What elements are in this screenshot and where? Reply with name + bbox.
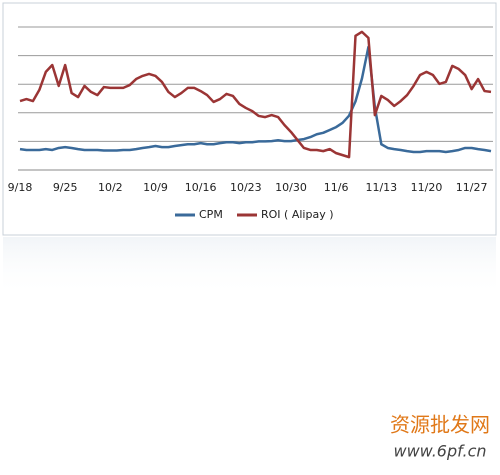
legend-label: ROI ( Alipay ): [261, 208, 334, 221]
x-tick-label: 10/23: [230, 181, 262, 194]
data-line: [19, 30, 492, 159]
legend-label: CPM: [199, 208, 223, 221]
x-tick-label: 11/13: [365, 181, 397, 194]
watermark-title: 资源批发网: [390, 413, 490, 437]
watermark-url: www.6pf.cn: [393, 442, 486, 461]
x-tick-label: 9/25: [53, 181, 78, 194]
x-tick-label: 11/27: [456, 181, 488, 194]
chart-frame: [2, 2, 497, 236]
reflection: [3, 237, 496, 297]
x-tick-label: 10/9: [143, 181, 168, 194]
x-tick-label: 11/20: [411, 181, 443, 194]
data-line: [19, 45, 492, 154]
x-tick-label: 10/2: [98, 181, 123, 194]
x-tick-label: 10/30: [275, 181, 307, 194]
x-tick-label: 9/18: [8, 181, 33, 194]
chart: 9/18 9/25 10/2 10/9 10/16 10/23 10/30 11/6 11/13…: [8, 26, 493, 221]
x-tick-label: 10/16: [185, 181, 217, 194]
x-tick-label: 11/6: [324, 181, 349, 194]
